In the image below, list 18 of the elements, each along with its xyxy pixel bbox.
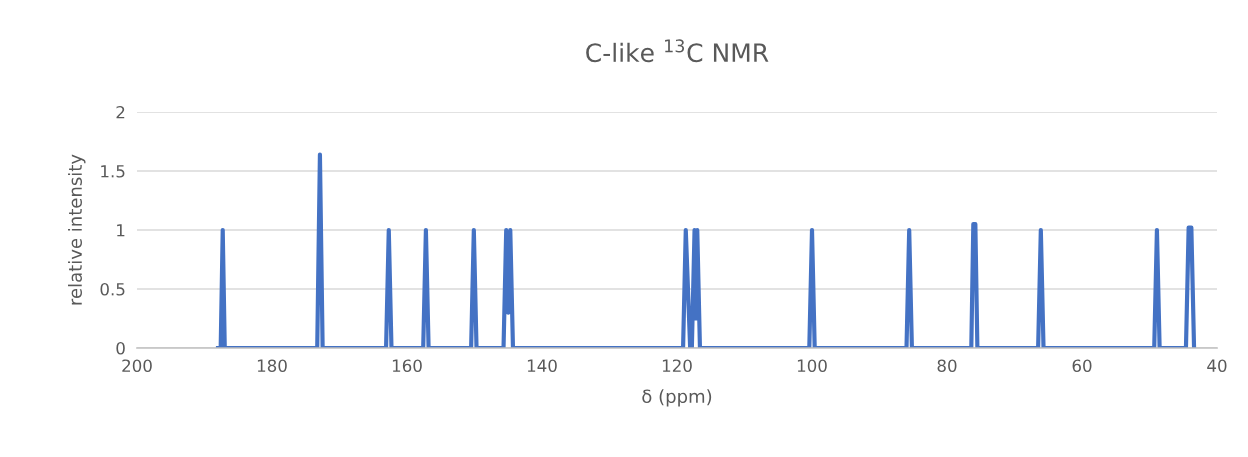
y-tick-label: 0.5 xyxy=(100,282,125,296)
y-axis-title: relative intensity xyxy=(68,154,86,305)
line-series xyxy=(215,152,1197,348)
chart-title: C-like $^{13}$C NMR xyxy=(586,39,769,63)
x-tick-label: 200 xyxy=(122,359,152,373)
x-tick-label: 80 xyxy=(937,359,957,373)
y-tick-label: 1 xyxy=(117,224,125,237)
x-tick-label: 140 xyxy=(527,359,557,373)
x-tick-label: 60 xyxy=(1072,359,1092,373)
x-tick-label: 100 xyxy=(797,359,827,373)
x-tick-label: 180 xyxy=(257,359,287,373)
y-tick-label: 1.5 xyxy=(101,165,125,178)
x-tick-label: 120 xyxy=(662,359,692,373)
x-axis-title: δ (ppm) xyxy=(642,389,712,407)
y-tick-label: 2 xyxy=(116,105,125,119)
y-tick-label: 0 xyxy=(116,341,125,355)
x-tick-label: 40 xyxy=(1207,359,1227,373)
x-tick-label: 160 xyxy=(392,359,422,373)
